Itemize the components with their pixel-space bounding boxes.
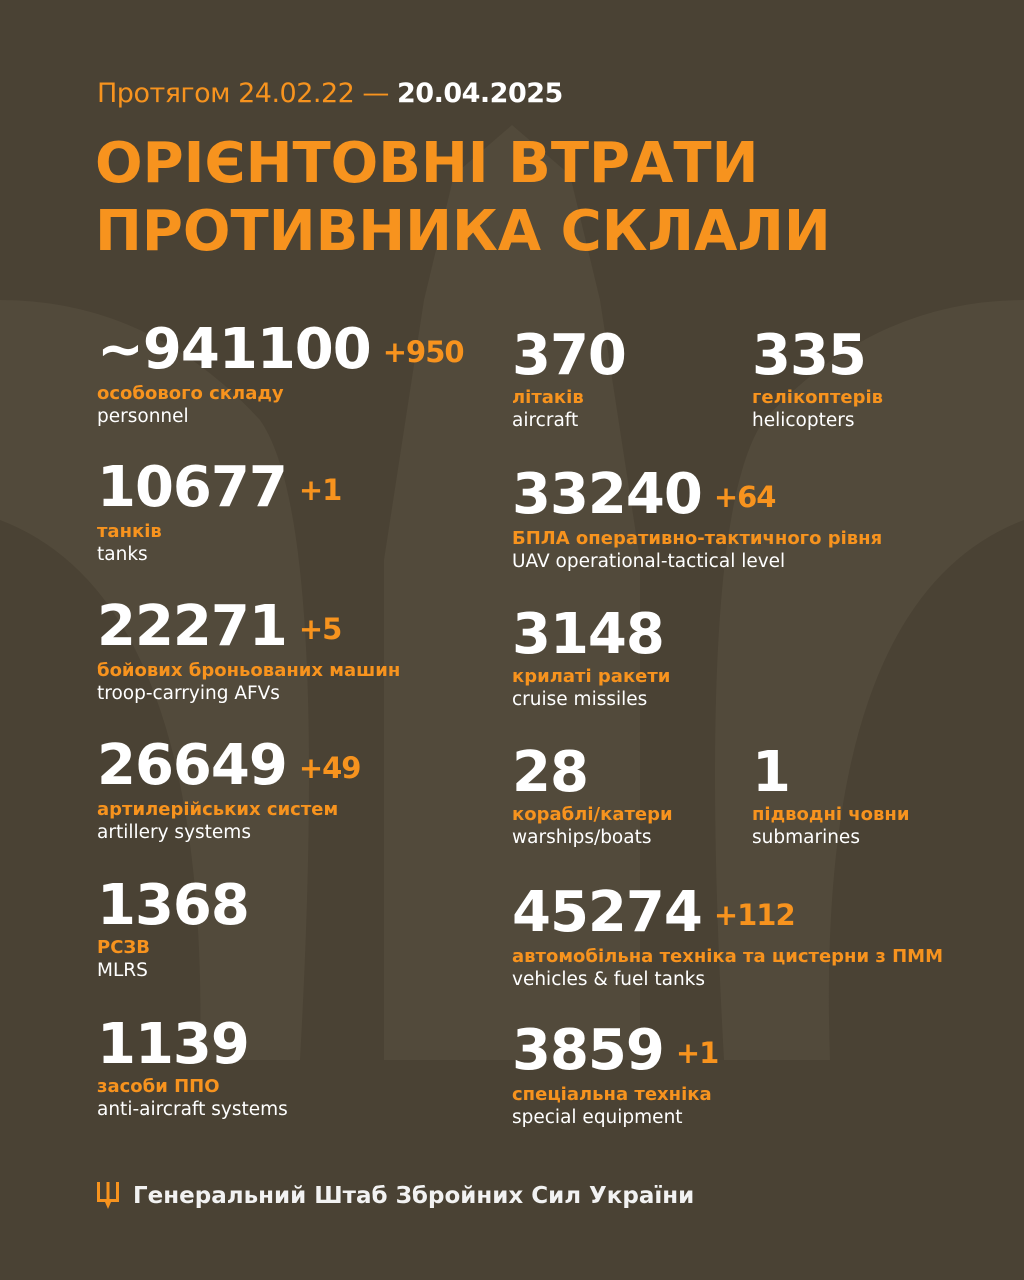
stat-value: 26649 <box>97 733 288 798</box>
stat-value: ПРОТИВНИКА СКЛАЛИ <box>95 199 831 264</box>
stat-personnel: ~941100 +950 особового складу personnel <box>97 317 465 428</box>
stat-number-row: 335 <box>752 326 883 386</box>
stat-number-row: 3148 <box>512 605 670 665</box>
stat-delta: +112 <box>713 898 796 932</box>
stat-number-row: 28 <box>512 743 673 803</box>
stat-value: 1368 <box>97 873 250 938</box>
stat-value: 22271 <box>97 594 288 659</box>
stat-label-en: tanks <box>97 544 148 565</box>
stat-number-row: 26649 +49 <box>97 733 362 798</box>
stat-label-en: helicopters <box>752 410 855 431</box>
stat-number-row: 33240 +64 <box>512 465 882 527</box>
stat-mlrs: 1368 РСЗВ MLRS <box>97 873 250 982</box>
stat-artillery: 26649 +49 артилерійських систем artillery s… <box>97 733 362 844</box>
stat-delta: +49 <box>298 751 362 785</box>
stat-label-en: cruise missiles <box>512 689 648 710</box>
stat-value: ОРІЄНТОВНІ ВТРАТИ <box>95 131 759 196</box>
stat-value: ~941100 <box>97 317 372 382</box>
stat-label-en: personnel <box>97 406 189 427</box>
stat-cruise-missiles: 3148 крилаті ракети cruise missiles <box>512 605 670 711</box>
stat-helicopters: 335 гелікоптерів helicopters <box>752 326 883 432</box>
stat-afv: 22271 +5 бойових броньованих машин troop-ca… <box>97 597 400 705</box>
stat-label-uk: гелікоптерів <box>752 387 884 408</box>
stat-label-uk: літаків <box>512 387 584 408</box>
trident-icon <box>97 1182 119 1209</box>
stat-special-equipment: 3859 +1 спеціальна техніка special equipmen… <box>512 1018 719 1129</box>
stat-value: Протягом 24.02.22 — <box>97 78 389 109</box>
stat-label-en: anti-aircraft systems <box>97 1099 288 1120</box>
stat-anti-aircraft: 1139 засоби ППО anti-aircraft systems <box>97 1015 288 1121</box>
stat-label-en: vehicles & fuel tanks <box>512 969 706 990</box>
stat-label-en: special equipment <box>512 1107 683 1128</box>
stat-delta: +1 <box>298 473 342 507</box>
stat-delta: +1 <box>675 1036 719 1070</box>
page-title: ОРІЄНТОВНІ ВТРАТИ ПРОТИВНИКА СКЛАЛИ <box>95 130 831 266</box>
stat-submarines: 1 підводні човни submarines <box>752 743 909 849</box>
stat-label-uk: спеціальна техніка <box>512 1084 712 1105</box>
stat-vehicles: 45274 +112 автомобільна техніка та цистерн… <box>512 883 943 991</box>
stat-number-row: 1368 <box>97 873 250 938</box>
stat-number-row: 1139 <box>97 1015 288 1075</box>
stat-value: 3859 <box>512 1018 665 1083</box>
stat-label-uk: засоби ППО <box>97 1076 220 1097</box>
stat-label-en: submarines <box>752 827 860 848</box>
stat-label-uk: БПЛА оперативно-тактичного рівня <box>512 528 883 549</box>
stat-value: 45274 <box>512 880 703 945</box>
stat-label-uk: кораблі/катери <box>512 804 673 825</box>
stat-number-row: 10677 +1 <box>97 455 342 520</box>
stat-value: 33240 <box>512 462 703 527</box>
stat-delta: +5 <box>298 612 342 646</box>
stat-label-uk: особового складу <box>97 383 284 404</box>
stat-label-en: troop-carrying AFVs <box>97 683 280 704</box>
stat-value: 1 <box>752 740 791 805</box>
stat-label-uk: танків <box>97 521 162 542</box>
stat-label-uk: крилаті ракети <box>512 666 671 687</box>
stat-label-uk: бойових броньованих машин <box>97 660 401 681</box>
stat-aircraft: 370 літаків aircraft <box>512 323 627 432</box>
stat-warships: 28 кораблі/катери warships/boats <box>512 743 673 849</box>
stat-value: 28 <box>512 740 589 805</box>
stat-tanks: 10677 +1 танків tanks <box>97 455 342 566</box>
stat-number-row: 1 <box>752 743 909 803</box>
stat-delta: +950 <box>382 335 465 369</box>
stat-delta: +64 <box>713 480 777 514</box>
stat-uav: 33240 +64 БПЛА оперативно-тактичного рівня… <box>512 465 882 573</box>
stat-label-en: warships/boats <box>512 827 652 848</box>
stat-number-row: 3859 +1 <box>512 1018 719 1083</box>
stat-label-uk: підводні човни <box>752 804 910 825</box>
stat-number-row: 22271 +5 <box>97 597 400 659</box>
stat-value: 3148 <box>512 602 665 667</box>
stat-value: 1139 <box>97 1012 250 1077</box>
stat-label-uk: артилерійських систем <box>97 799 339 820</box>
stat-label-en: UAV operational-tactical level <box>512 551 786 572</box>
stat-label-en: MLRS <box>97 960 148 981</box>
stat-label-en: artillery systems <box>97 822 251 843</box>
stat-number-row: 370 <box>512 323 627 388</box>
stat-number-row: 45274 +112 <box>512 883 943 945</box>
stat-value: 335 <box>752 323 867 388</box>
stat-number-row: ~941100 +950 <box>97 317 465 382</box>
stat-value: 370 <box>512 323 627 388</box>
org-name: Генеральний Штаб Збройних Сил України <box>133 1183 695 1209</box>
stat-label-en: aircraft <box>512 410 579 431</box>
stat-label-uk: РСЗВ <box>97 937 150 958</box>
period-end: 20.04.2025 <box>397 78 563 109</box>
period: Протягом 24.02.22 — 20.04.2025 <box>97 78 563 109</box>
footer: Генеральний Штаб Збройних Сил України <box>97 1182 694 1210</box>
stat-label-uk: автомобільна техніка та цистерни з ПММ <box>512 946 943 967</box>
stat-value: 10677 <box>97 455 288 520</box>
